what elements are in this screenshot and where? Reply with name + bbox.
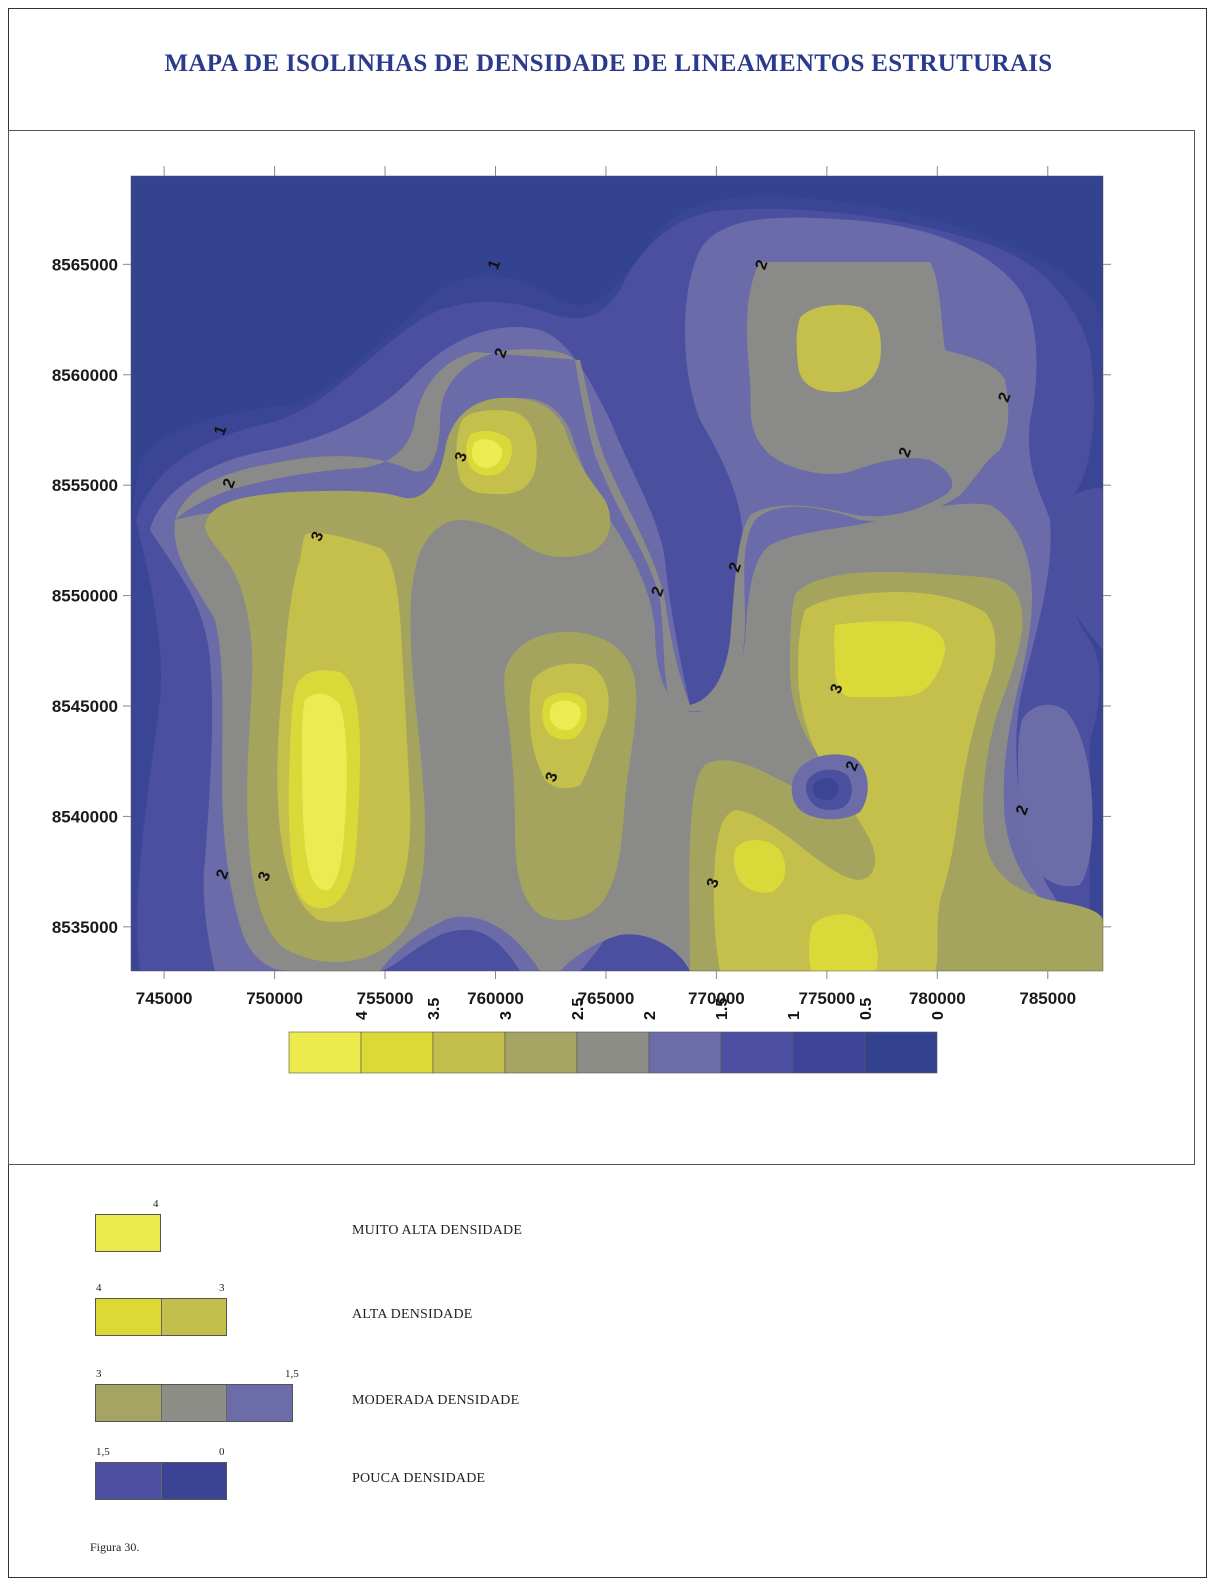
band-4 [302,439,581,891]
scale-swatch [576,1031,650,1074]
map-frame [8,130,1195,1165]
legend-text: MODERADA DENSIDADE [352,1393,520,1408]
color-scale-bar: 4 3.5 3 2.5 2 1.5 1 0.5 0 [288,998,947,1074]
x-tick-label: 775000 [798,989,855,1008]
scale-swatch [792,1031,866,1074]
legend-max-label: 1,5 [285,1368,299,1380]
legend-text: POUCA DENSIDADE [352,1471,486,1486]
scale-label: 0 [930,1011,947,1020]
scale-swatch [288,1031,362,1074]
legend-min-label: 3 [96,1368,102,1380]
legend-swatch-cell [161,1385,228,1421]
east-low [1059,488,1103,650]
y-tick-label: 8565000 [52,255,118,274]
legend-swatch [95,1384,293,1422]
contour-map: 745000 750000 755000 760000 765000 770000 7750… [52,166,1111,1074]
east-low-2 [1018,704,1093,887]
x-tick-label: 780000 [909,989,966,1008]
x-tick-label: 785000 [1019,989,1076,1008]
scale-label: 3.5 [426,998,443,1020]
y-tick-label: 8545000 [52,697,118,716]
figure-caption: Figura 30. [90,1540,140,1554]
scale-swatch [504,1031,578,1074]
legend-text: MUITO ALTA DENSIDADE [352,1223,523,1238]
y-tick-label: 8560000 [52,366,118,385]
legend-swatch [95,1298,227,1336]
low-hole-core [813,777,839,800]
legend-max-label: 4 [153,1198,159,1210]
legend-swatch-cell [96,1215,160,1251]
legend-swatch [95,1462,227,1500]
scale-swatch [360,1031,434,1074]
y-tick-label: 8535000 [52,918,118,937]
legend-swatch-cell [161,1463,226,1499]
legend-max-label: 0 [219,1446,225,1458]
scale-swatch [864,1031,938,1074]
legend-swatch [95,1214,161,1252]
legend-swatch-cell [161,1299,226,1335]
y-axis-ticks: 8535000 8540000 8545000 8550000 8555000 85600… [52,255,1111,937]
x-tick-label: 755000 [357,989,414,1008]
legend-swatch-cell [227,1385,293,1421]
y-tick-label: 8540000 [52,807,118,826]
legend-min-label: 4 [96,1282,102,1294]
x-axis-ticks: 745000 750000 755000 760000 765000 770000 7750… [136,166,1076,1008]
scale-label: 1 [786,1011,803,1020]
scale-swatch [648,1031,722,1074]
y-tick-label: 8550000 [52,587,118,606]
scale-swatch [432,1031,506,1074]
x-tick-label: 765000 [578,989,635,1008]
x-tick-label: 750000 [246,989,303,1008]
legend-swatch-cell [96,1463,162,1499]
map-title: MAPA DE ISOLINHAS DE DENSIDADE DE LINEAM… [164,50,1053,77]
x-tick-label: 760000 [467,989,524,1008]
scale-label: 2.5 [570,998,587,1020]
legend-swatch-cell [96,1299,162,1335]
scale-swatch [720,1031,794,1074]
scale-label: 4 [354,1011,371,1020]
legend-text: ALTA DENSIDADE [352,1307,473,1322]
scale-label: 1.5 [714,998,731,1020]
y-tick-label: 8555000 [52,476,118,495]
scale-label: 2 [642,1011,659,1020]
scale-label: 0.5 [858,998,875,1020]
legend-max-label: 3 [219,1282,225,1294]
legend-min-label: 1,5 [96,1446,110,1458]
x-tick-label: 745000 [136,989,193,1008]
plot-border [130,175,1104,972]
x-tick-label: 770000 [688,989,745,1008]
contour-fills [131,176,1103,971]
scale-label: 3 [498,1011,515,1020]
legend-swatch-cell [96,1385,162,1421]
